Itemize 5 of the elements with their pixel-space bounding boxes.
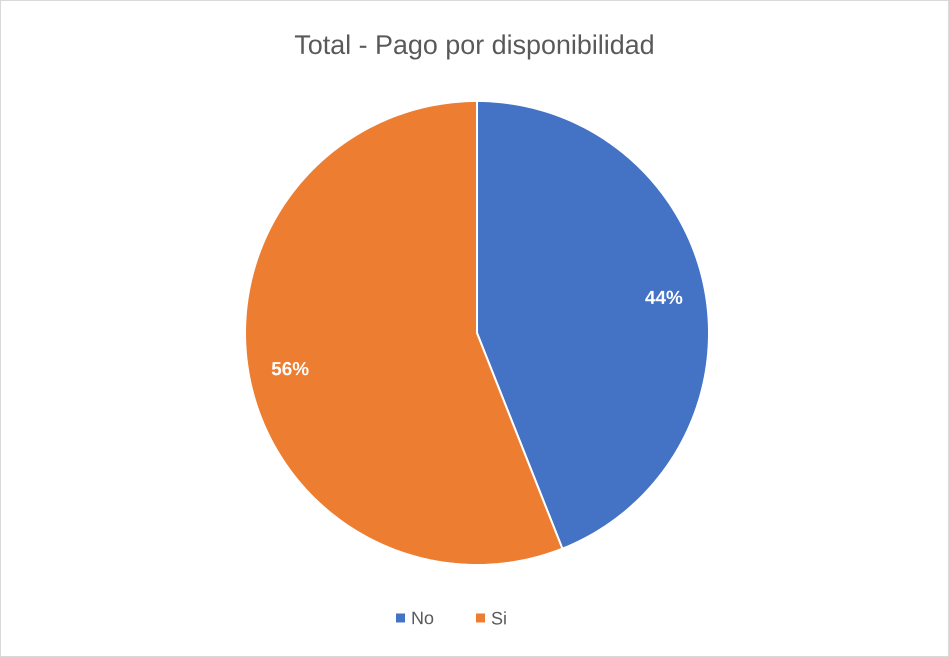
legend-label: No [412, 612, 434, 624]
legend-label: Si [492, 611, 506, 625]
data-label: 44% [645, 290, 682, 304]
data-label: 56% [272, 362, 309, 376]
chart-title: Total - Pago por disponibilidad [294, 34, 653, 60]
